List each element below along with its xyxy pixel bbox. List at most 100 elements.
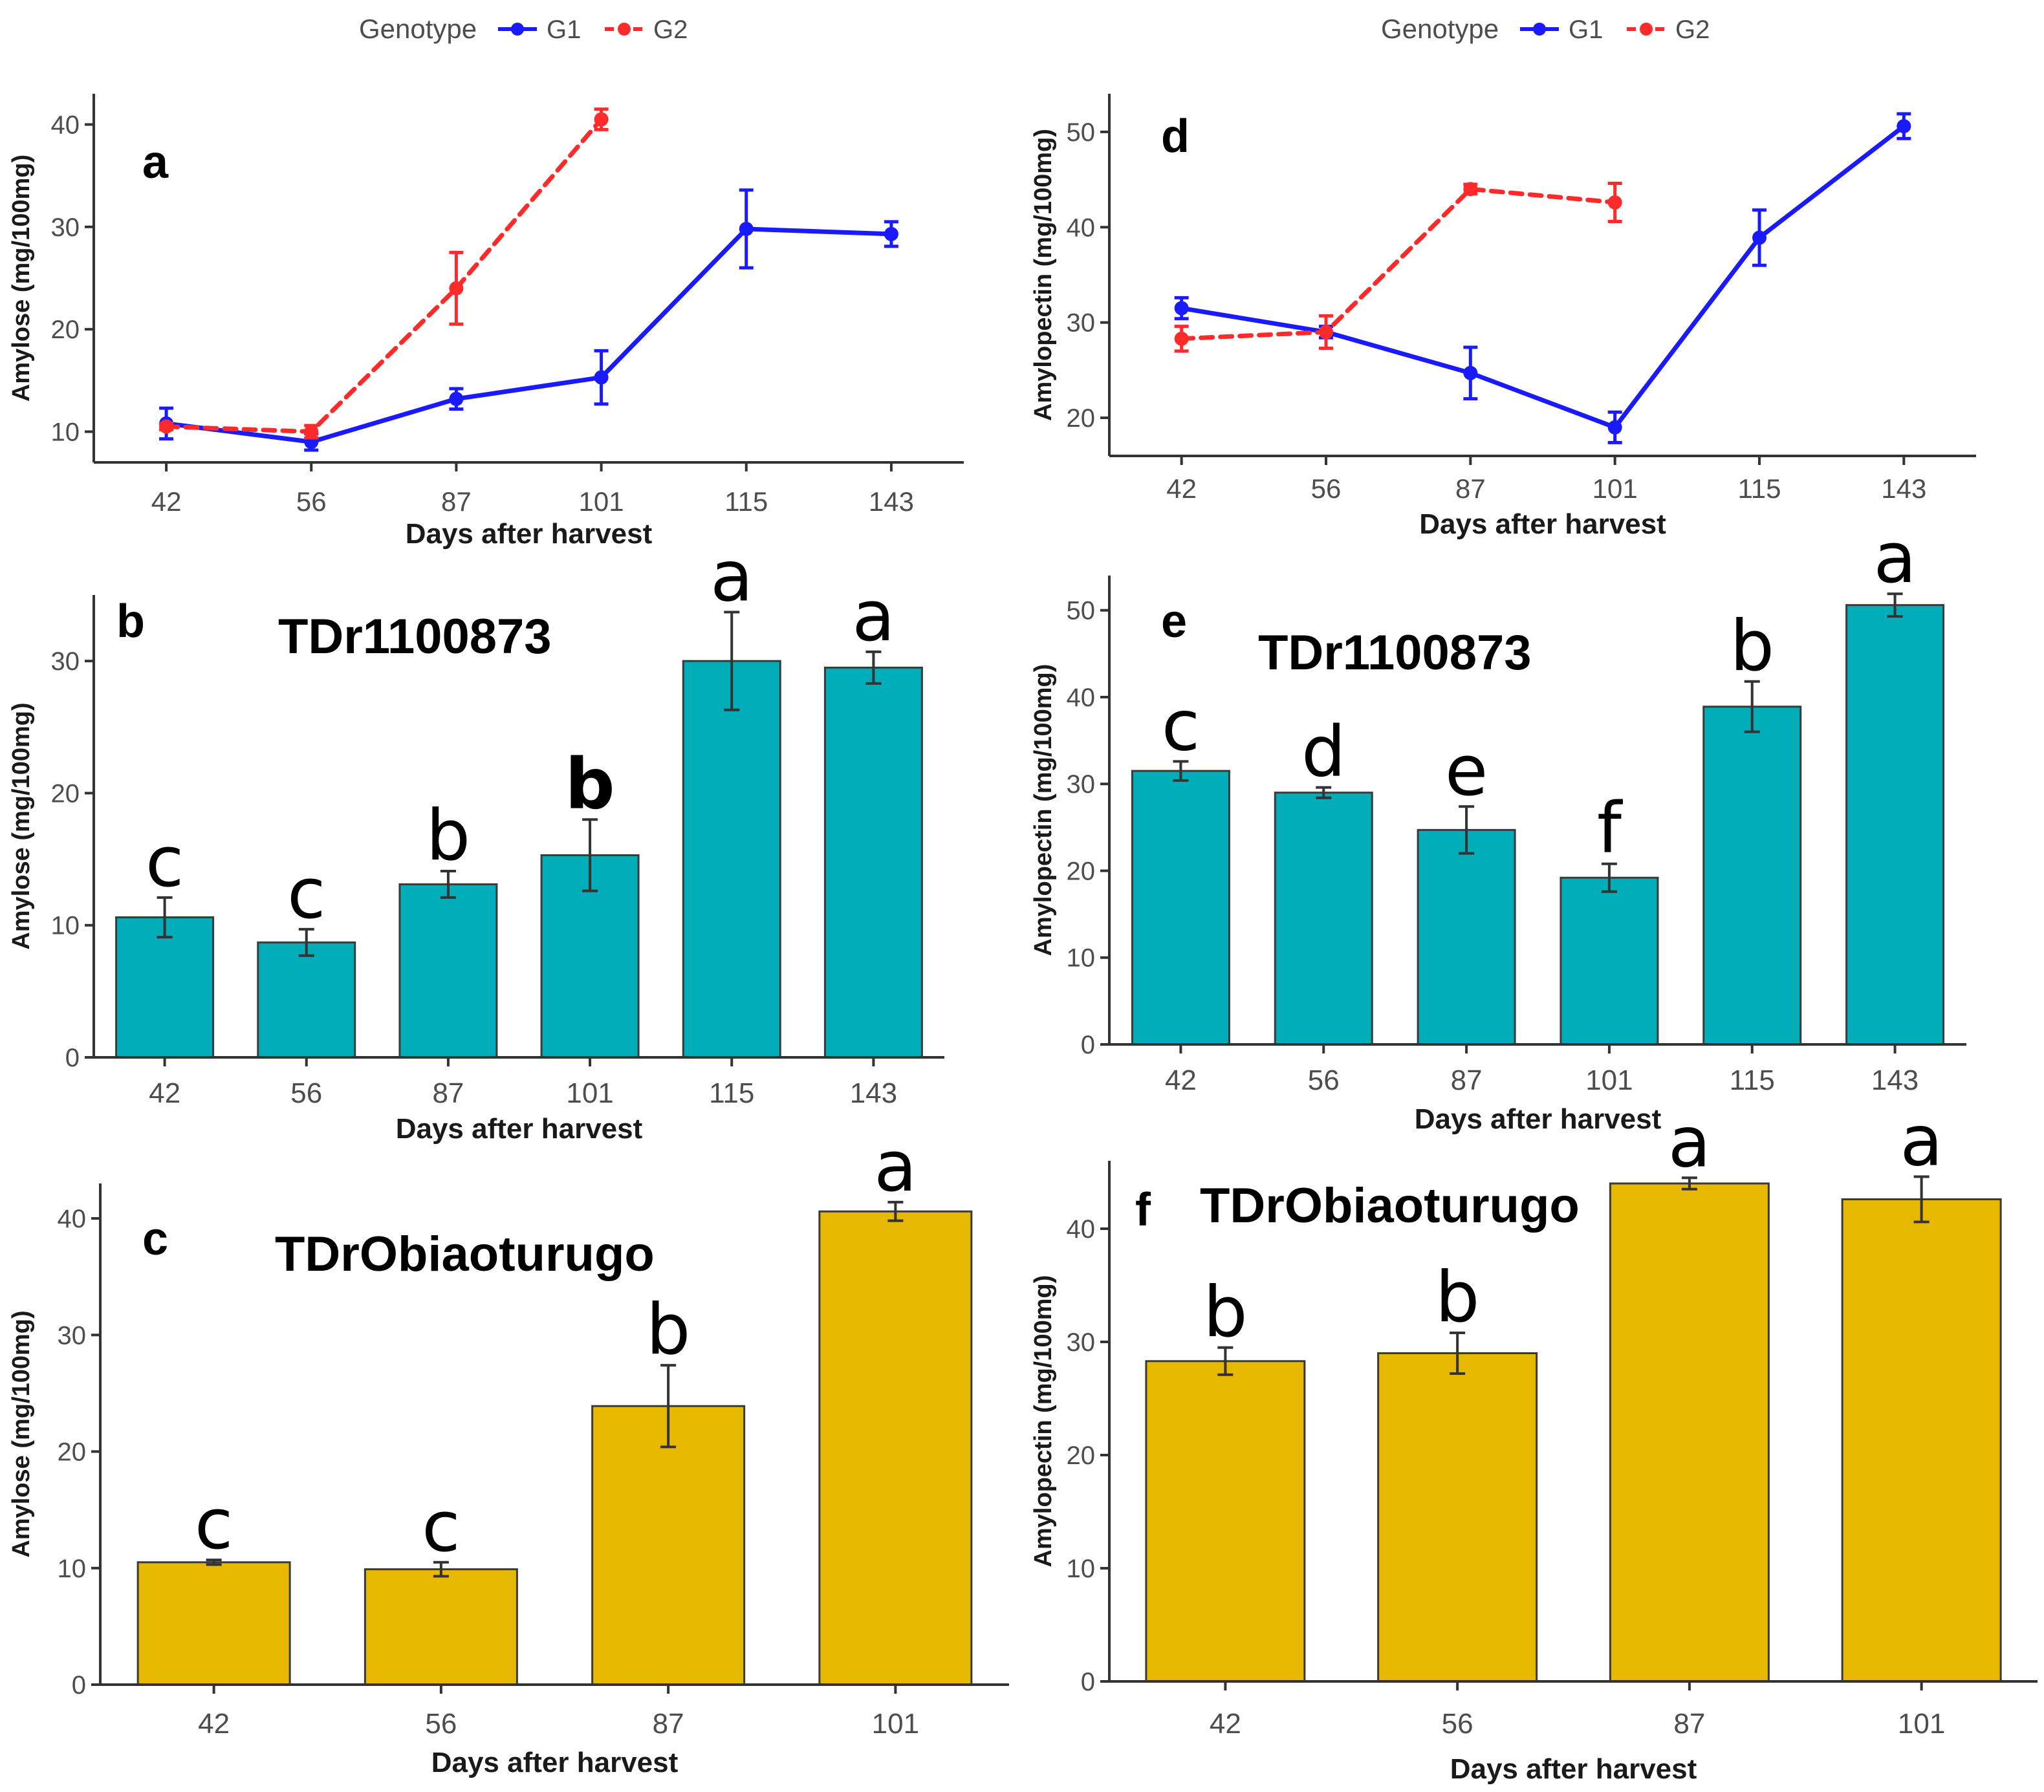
x-tick-label: 101 (579, 486, 624, 517)
x-axis-title: Days after harvest (1415, 1103, 1662, 1135)
y-axis-title: Amylose (mg/100mg) (8, 1310, 35, 1557)
data-point-G1-143 (1897, 119, 1911, 134)
significance-letter: a (1668, 1102, 1711, 1183)
significance-letter: f (1597, 788, 1624, 869)
data-point-G1-101 (594, 370, 609, 385)
x-tick-label: 42 (1210, 1708, 1241, 1740)
bar-42 (1131, 770, 1230, 1046)
x-tick-label: 56 (1442, 1708, 1473, 1740)
y-axis-title: Amylose (mg/100mg) (8, 155, 35, 402)
data-point-G1-115 (739, 222, 754, 236)
legend-entry-G2: G2 (1675, 16, 1710, 44)
bar-115 (682, 660, 781, 1059)
x-tick-label: 56 (425, 1708, 457, 1740)
legend-swatch-point (511, 23, 524, 36)
bar-101 (818, 1210, 973, 1686)
y-tick-label: 30 (1067, 770, 1096, 799)
bar-56 (1377, 1352, 1538, 1683)
x-tick-label: 56 (296, 486, 327, 517)
significance-letter: b (426, 795, 471, 876)
y-tick-label: 20 (1067, 404, 1096, 433)
series-G2 (1174, 182, 1622, 353)
significance-letter: c (422, 1487, 460, 1568)
bar-101 (1841, 1198, 2002, 1683)
significance-letter: a (874, 1127, 917, 1207)
y-axis-title: Amylopectin (mg/100mg) (1030, 129, 1057, 421)
data-point-G1-87 (1463, 365, 1478, 380)
data-point-G2-87 (449, 281, 464, 296)
legend-title: Genotype (1381, 14, 1499, 44)
y-tick-label: 30 (51, 213, 80, 242)
x-tick-label: 42 (198, 1708, 230, 1740)
legend-swatch-point (1533, 23, 1546, 36)
x-tick-label: 42 (1165, 1064, 1197, 1096)
data-point-G1-115 (1752, 230, 1767, 245)
bar-56 (1274, 792, 1373, 1046)
x-tick-label: 115 (709, 1077, 754, 1109)
data-point-G1-101 (1607, 420, 1622, 435)
data-point-G1-143 (884, 226, 898, 241)
x-axis-title: Days after harvest (1450, 1753, 1697, 1785)
y-tick-label: 20 (51, 316, 80, 344)
significance-letter: e (1445, 731, 1488, 812)
line-chart-panel-d: 20 30 40 50 Amylopectin (mg/100mg) Days after… (1030, 14, 1976, 540)
bar-87 (1609, 1182, 1770, 1683)
y-tick-label: 30 (1067, 1328, 1096, 1357)
bar-115 (1702, 706, 1802, 1046)
series-line-G1 (164, 226, 894, 444)
x-tick-label: 87 (1455, 473, 1486, 504)
bar-56 (364, 1568, 518, 1686)
y-tick-label: 0 (1081, 1031, 1095, 1059)
y-tick-label: 30 (1067, 309, 1096, 338)
x-tick-label: 143 (1871, 1064, 1919, 1096)
x-tick-label: 143 (869, 486, 914, 517)
y-tick-label: 10 (51, 912, 80, 940)
y-tick-label: 20 (1067, 1441, 1096, 1470)
bar-56 (257, 941, 356, 1059)
x-tick-label: 101 (1585, 1064, 1633, 1096)
y-tick-label: 40 (51, 111, 80, 140)
x-tick-label: 101 (566, 1077, 613, 1109)
x-tick-label: 42 (151, 486, 182, 517)
y-tick-label: 0 (65, 1044, 80, 1072)
significance-letter: d (1301, 712, 1346, 793)
y-tick-label: 30 (58, 1321, 87, 1350)
bar-42 (1145, 1360, 1306, 1683)
panel-letter: f (1135, 1184, 1151, 1236)
bar-42 (136, 1561, 291, 1686)
genotype-title: TDr1100873 (278, 609, 552, 664)
y-tick-label: 0 (1081, 1668, 1095, 1696)
significance-letter: c (287, 854, 325, 934)
line-chart-panel-a: 10 20 30 40 Amylose (mg/100mg) Days after har… (8, 14, 964, 550)
legend-entry-G1: G1 (547, 16, 581, 44)
panel-letter: e (1161, 596, 1187, 647)
x-tick-label: 87 (432, 1077, 464, 1109)
bar-42 (115, 916, 215, 1059)
y-axis-title: Amylopectin (mg/100mg) (1030, 664, 1057, 956)
y-tick-label: 10 (1067, 1555, 1096, 1583)
bar-87 (1417, 828, 1516, 1046)
y-tick-label: 40 (1067, 213, 1096, 242)
x-tick-label: 115 (1738, 473, 1781, 504)
x-tick-label: 87 (653, 1708, 684, 1740)
y-tick-label: 10 (51, 418, 80, 447)
significance-letter: c (1162, 685, 1200, 766)
y-tick-label: 30 (51, 647, 80, 676)
y-tick-label: 40 (1067, 684, 1096, 712)
legend-title: Genotype (359, 14, 477, 44)
x-tick-label: 42 (1166, 473, 1197, 504)
significance-letter: a (1873, 518, 1916, 599)
bar-87 (398, 883, 498, 1059)
series-G1 (159, 188, 898, 452)
bar-chart-panel-b: c c b b a a 0 10 20 30 Amylose (mg/100mg) Days afte… (8, 537, 944, 1145)
bar-chart-panel-e: c d e f b a 0 10 20 30 40 50 Amylopectin (mg/100mg) D… (1030, 518, 1966, 1135)
genotype-title: TDrObiaoturugo (275, 1227, 655, 1282)
x-tick-label: 115 (1730, 1064, 1775, 1096)
significance-letter: b (1203, 1272, 1248, 1353)
bar-chart-panel-f: b b a a 0 10 20 30 40 Amylopectin (mg/100mg) Days … (1030, 1101, 2038, 1785)
significance-letter: b (646, 1290, 691, 1370)
legend-swatch-point (1640, 23, 1653, 36)
genotype-title: TDr1100873 (1258, 625, 1532, 680)
data-point-G1-42 (1174, 301, 1189, 316)
significance-letter: c (146, 822, 184, 903)
